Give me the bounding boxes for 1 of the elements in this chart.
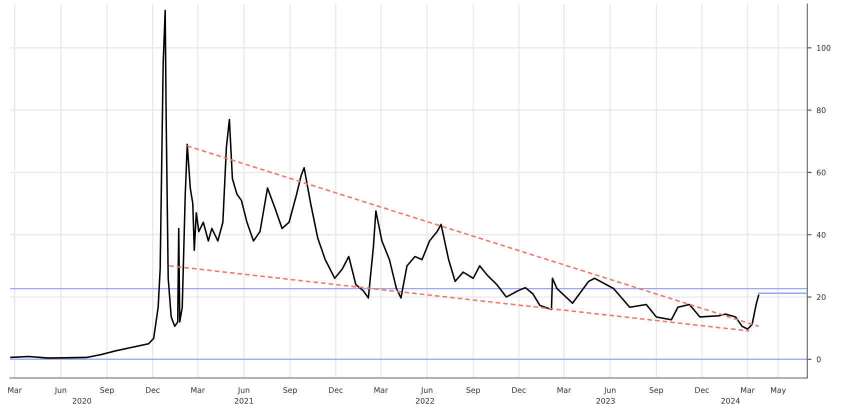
- line-series: [10, 10, 760, 359]
